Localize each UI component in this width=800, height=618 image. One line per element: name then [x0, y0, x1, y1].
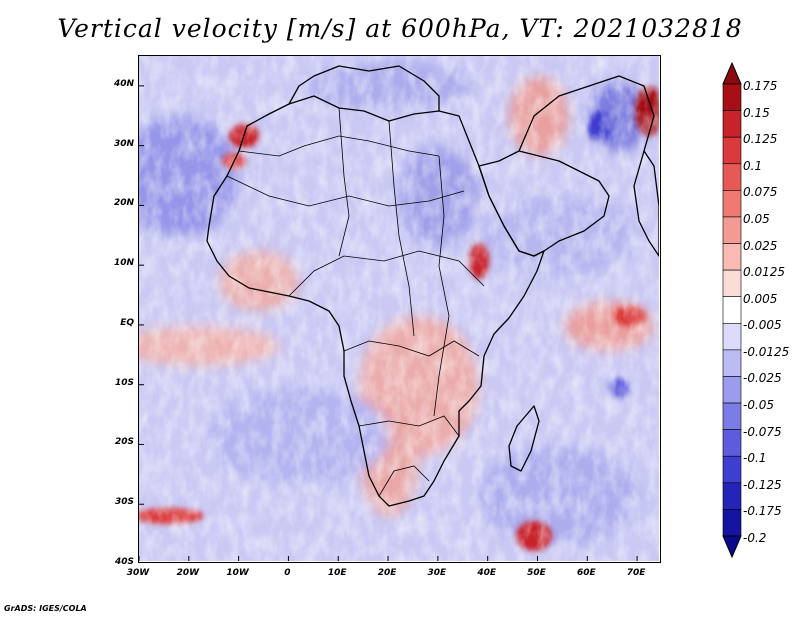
mediterranean-coast	[288, 65, 440, 111]
latitude-tick-label: 30S	[114, 497, 134, 508]
colorbar-swatch	[722, 402, 742, 430]
colorbar-label: 0.1	[743, 158, 763, 173]
country-border	[226, 175, 465, 207]
colorbar-swatch	[722, 349, 742, 377]
map-panel	[138, 55, 661, 563]
colorbar-label: 0.0125	[743, 265, 785, 280]
colorbar-swatch	[722, 296, 742, 324]
africa-coastline	[206, 95, 545, 507]
country-border	[238, 135, 440, 157]
longitude-tick-label: 50E	[527, 568, 546, 578]
latitude-tick-label: 30N	[113, 138, 134, 149]
colorbar-swatch	[722, 216, 742, 244]
latitude-tick-label: 20N	[113, 198, 134, 209]
longitude-tick-label: 10E	[327, 568, 347, 578]
country-border	[433, 155, 450, 417]
longitude-tick-label: 30E	[427, 568, 447, 578]
latitude-tick-label: 10S	[114, 377, 134, 388]
colorbar-label: -0.2	[743, 531, 767, 545]
colorbar-label: 0.005	[743, 291, 778, 306]
colorbar-label: -0.1	[743, 451, 767, 466]
colorbar-swatch	[722, 190, 742, 218]
colorbar-swatch	[722, 243, 742, 271]
longitude-tick-label: 30W	[126, 568, 150, 578]
field-texture	[139, 56, 659, 561]
longitude-tick-label: 40E	[477, 568, 496, 578]
colorbar-swatch	[722, 509, 742, 537]
colorbar-label: -0.075	[743, 424, 782, 439]
colorbar-label: 0.05	[743, 211, 770, 226]
longitude-tick-label: 70E	[626, 568, 646, 578]
colorbar	[722, 62, 742, 558]
longitude-tick-label: 10W	[226, 568, 249, 578]
country-border	[343, 340, 480, 357]
colorbar-swatch	[722, 110, 742, 138]
country-border	[338, 107, 350, 257]
colorbar-label: -0.025	[743, 371, 782, 386]
chart-title: Vertical velocity [m/s] at 600hPa, VT: 2…	[57, 14, 743, 43]
colorbar-label: -0.0125	[743, 344, 790, 359]
longitude-tick-label: 20E	[377, 568, 397, 578]
credit-text: GrADS: IGES/COLA	[4, 604, 87, 613]
latitude-tick-label: 20S	[114, 437, 134, 448]
colorbar-swatch	[722, 455, 742, 484]
colorbar-swatch	[722, 376, 742, 404]
colorbar-swatch	[722, 163, 742, 191]
colorbar-swatch	[722, 429, 742, 457]
colorbar-label: -0.005	[743, 318, 782, 333]
colorbar-label: -0.175	[743, 504, 782, 519]
colorbar-swatch	[722, 83, 742, 111]
colorbar-label: 0.175	[743, 79, 778, 93]
india-coastline	[633, 150, 660, 257]
colorbar-label: 0.15	[743, 105, 770, 120]
longitude-tick-label: 20W	[176, 568, 200, 578]
country-border	[288, 250, 485, 297]
colorbar-swatch	[722, 322, 742, 351]
arabia-coastline	[478, 150, 610, 257]
country-border	[388, 120, 415, 337]
colorbar-top-cap	[722, 62, 742, 85]
vertical-velocity-map	[139, 56, 660, 561]
latitude-tick-label: 40S	[114, 557, 134, 567]
country-border	[378, 465, 430, 497]
iran-coast	[518, 75, 655, 152]
colorbar-label: 0.125	[743, 132, 778, 147]
latitude-tick-label: 40N	[113, 78, 134, 89]
colorbar-label: 0.025	[743, 238, 778, 253]
colorbar-label: -0.125	[743, 477, 782, 492]
colorbar-swatch	[722, 269, 742, 298]
latitude-tick-label: 10N	[113, 258, 134, 269]
latitude-tick-label: EQ	[120, 317, 134, 328]
colorbar-label: -0.05	[743, 398, 775, 413]
longitude-tick-label: 60E	[576, 568, 596, 578]
longitude-tick-label: 0	[284, 568, 291, 578]
colorbar-label: 0.075	[743, 185, 778, 200]
country-border	[358, 415, 460, 437]
colorbar-swatch	[722, 136, 742, 165]
colorbar-bottom-cap	[722, 535, 742, 558]
madagascar-coastline	[508, 405, 540, 472]
colorbar-swatch	[722, 482, 742, 510]
